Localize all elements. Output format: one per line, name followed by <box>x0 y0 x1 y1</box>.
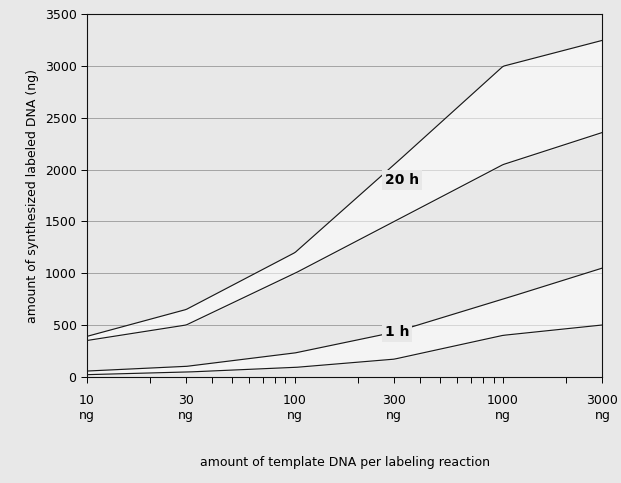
Text: 30: 30 <box>178 394 194 407</box>
Text: 1000: 1000 <box>487 394 519 407</box>
Y-axis label: amount of synthesized labeled DNA (ng): amount of synthesized labeled DNA (ng) <box>26 69 39 323</box>
Text: 3000: 3000 <box>586 394 619 407</box>
Text: 10: 10 <box>79 394 95 407</box>
Text: ng: ng <box>178 409 194 422</box>
Text: ng: ng <box>386 409 402 422</box>
Text: 300: 300 <box>383 394 406 407</box>
Text: 100: 100 <box>283 394 307 407</box>
Text: ng: ng <box>287 409 303 422</box>
Text: 1 h: 1 h <box>385 325 409 339</box>
Text: ng: ng <box>79 409 95 422</box>
Text: amount of template DNA per labeling reaction: amount of template DNA per labeling reac… <box>200 456 489 469</box>
Text: ng: ng <box>594 409 610 422</box>
Text: 20 h: 20 h <box>385 173 419 187</box>
Text: ng: ng <box>495 409 511 422</box>
